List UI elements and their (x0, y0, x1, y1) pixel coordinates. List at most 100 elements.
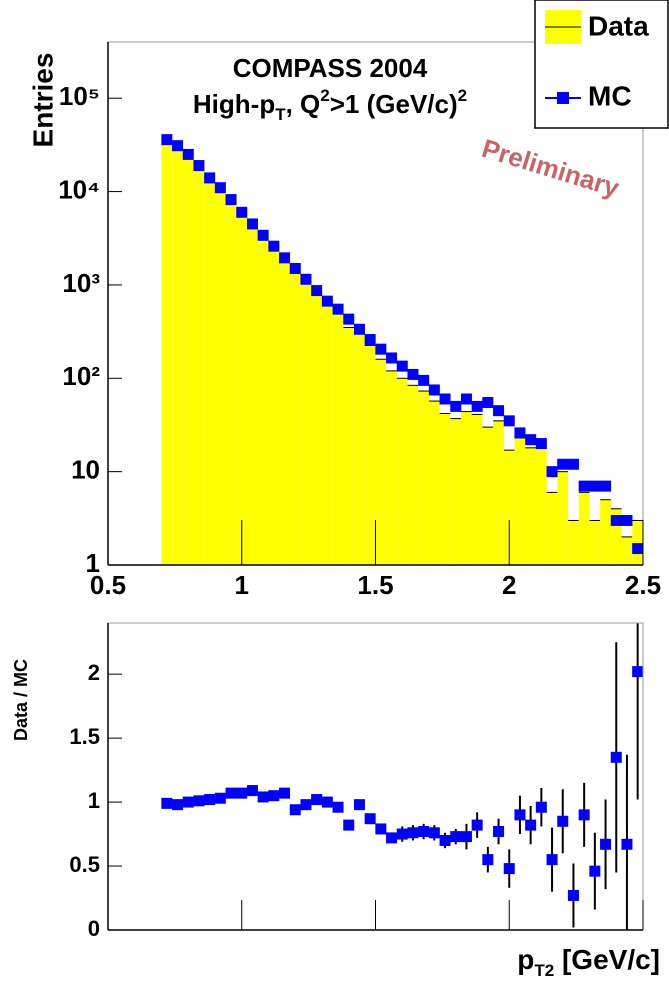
mc-marker (600, 480, 612, 492)
mc-marker (375, 343, 387, 355)
histogram-bar (568, 520, 579, 565)
mc-marker (257, 229, 269, 241)
ratio-marker (332, 801, 344, 813)
x-tick-label: 2.5 (625, 570, 661, 600)
subtitle-part: , Q (286, 89, 321, 119)
histogram-bar (322, 301, 333, 565)
histogram-bar (589, 520, 601, 565)
histogram-bar (236, 209, 248, 565)
mc-marker (621, 514, 633, 526)
mc-marker (610, 514, 622, 526)
histogram-bar (482, 427, 494, 565)
histogram-bar (418, 391, 429, 565)
ratio-marker (418, 826, 430, 838)
mc-marker (546, 466, 558, 478)
y-axis-title: Entries (27, 53, 58, 148)
ratio-marker (482, 854, 494, 866)
y-tick-label: 10 (71, 455, 100, 485)
ratio-marker (578, 809, 590, 821)
ratio-marker (193, 795, 205, 807)
histogram-bar (557, 471, 569, 565)
mc-marker (514, 427, 526, 439)
histogram-bar (268, 244, 280, 565)
mc-marker (225, 194, 237, 206)
x-axis-title-part: p (517, 944, 534, 975)
histogram-bar (257, 234, 269, 565)
y-tick-label: 0.5 (69, 852, 100, 877)
x-axis-title: pT2 [GeV/c] (517, 944, 660, 980)
histogram-bar (450, 418, 462, 565)
ratio-marker (632, 666, 643, 678)
mc-marker (343, 313, 355, 325)
mc-marker (460, 393, 472, 405)
y-axis-title: Data / MC (11, 659, 31, 741)
ratio-marker (600, 838, 612, 850)
histogram-bar (300, 279, 312, 565)
histogram-bar (343, 327, 355, 565)
histogram-bar (204, 177, 215, 565)
ratio-marker (525, 819, 537, 831)
mc-marker (311, 285, 323, 297)
ratio-marker (471, 819, 483, 831)
ratio-marker (610, 751, 622, 763)
ratio-marker (375, 823, 387, 835)
legend-label: Data (588, 10, 649, 41)
bottom-plot-area (161, 623, 643, 930)
x-tick-label: 1.5 (357, 570, 393, 600)
histogram-bar (503, 450, 515, 565)
mc-marker (396, 360, 408, 372)
histogram-bar (279, 255, 290, 565)
histogram-bar (632, 520, 643, 565)
mc-marker (503, 415, 515, 427)
legend-box (534, 0, 669, 129)
ratio-marker (300, 799, 312, 811)
ratio-marker (503, 863, 515, 875)
histogram-bar (332, 310, 344, 565)
mc-marker (439, 393, 451, 405)
ratio-marker (353, 799, 365, 811)
ratio-marker (621, 838, 633, 850)
histogram-bar (514, 437, 526, 565)
mc-marker (300, 273, 312, 285)
mc-marker (161, 134, 173, 146)
x-tick-label: 0.5 (90, 570, 126, 600)
histogram-bar (247, 220, 258, 565)
histogram-bar (289, 270, 301, 565)
ratio-marker (311, 794, 323, 806)
mc-marker (589, 480, 601, 492)
ratio-marker (236, 787, 248, 799)
mc-marker (204, 172, 216, 184)
mc-marker (353, 323, 365, 335)
histogram-bar (386, 370, 397, 565)
histogram-bar (546, 492, 558, 565)
x-tick-label: 2 (502, 570, 516, 600)
histogram-bar (525, 447, 536, 565)
ratio-marker (460, 831, 472, 843)
ratio-marker (246, 785, 258, 797)
y-tick-label: 0 (88, 916, 100, 941)
mc-marker (236, 206, 248, 218)
ratio-marker (589, 865, 601, 877)
mc-marker (632, 543, 644, 555)
ratio-marker (214, 792, 226, 804)
ratio-marker (567, 889, 579, 901)
mc-marker (578, 480, 590, 492)
mc-marker (268, 240, 280, 252)
y-tick-label: 1 (88, 788, 100, 813)
ratio-marker (268, 790, 280, 802)
mc-marker (289, 262, 301, 274)
y-tick-label: 2 (88, 660, 100, 685)
histogram-bar (225, 196, 237, 565)
mc-marker (428, 384, 440, 396)
y-tick-label: 1 (86, 548, 100, 578)
ratio-marker (450, 831, 462, 843)
ratio-marker (225, 787, 237, 799)
histogram-bar (439, 413, 451, 565)
ratio-marker (546, 854, 558, 866)
mc-marker (246, 218, 258, 230)
ratio-marker (493, 826, 505, 838)
ratio-marker (279, 787, 291, 799)
histogram-bar (354, 329, 365, 565)
subtitle-part: 2 (458, 86, 467, 105)
